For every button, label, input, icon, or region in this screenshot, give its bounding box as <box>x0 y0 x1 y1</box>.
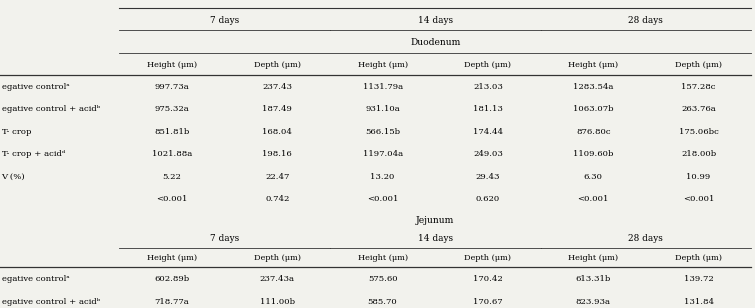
Text: 263.76a: 263.76a <box>681 105 716 113</box>
Text: egative controlᵃ: egative controlᵃ <box>2 275 69 283</box>
Text: <0.001: <0.001 <box>578 195 609 203</box>
Text: 5.22: 5.22 <box>162 173 181 181</box>
Text: Duodenum: Duodenum <box>410 38 461 47</box>
Text: 1109.60b: 1109.60b <box>573 150 614 158</box>
Text: 602.89b: 602.89b <box>154 275 190 283</box>
Text: 174.44: 174.44 <box>473 128 503 136</box>
Text: 7 days: 7 days <box>210 234 239 243</box>
Text: 131.84: 131.84 <box>683 298 713 306</box>
Text: 585.70: 585.70 <box>368 298 397 306</box>
Text: 187.49: 187.49 <box>262 105 292 113</box>
Text: 168.04: 168.04 <box>262 128 292 136</box>
Text: 181.13: 181.13 <box>473 105 503 113</box>
Text: 876.80c: 876.80c <box>576 128 611 136</box>
Text: Height (μm): Height (μm) <box>569 254 618 262</box>
Text: <0.001: <0.001 <box>367 195 399 203</box>
Text: 575.60: 575.60 <box>368 275 397 283</box>
Text: Height (μm): Height (μm) <box>358 254 408 262</box>
Text: egative controlᵃ: egative controlᵃ <box>2 83 69 91</box>
Text: 0.742: 0.742 <box>265 195 289 203</box>
Text: <0.001: <0.001 <box>156 195 188 203</box>
Text: Height (μm): Height (μm) <box>147 254 197 262</box>
Text: 851.81b: 851.81b <box>154 128 190 136</box>
Text: 1197.04a: 1197.04a <box>362 150 402 158</box>
Text: Depth (μm): Depth (μm) <box>464 254 511 262</box>
Text: 1131.79a: 1131.79a <box>362 83 402 91</box>
Text: Height (μm): Height (μm) <box>569 61 618 69</box>
Text: 1021.88a: 1021.88a <box>152 150 192 158</box>
Text: 0.620: 0.620 <box>476 195 500 203</box>
Text: 22.47: 22.47 <box>265 173 289 181</box>
Text: Depth (μm): Depth (μm) <box>464 61 511 69</box>
Text: 7 days: 7 days <box>210 16 239 25</box>
Text: 111.00b: 111.00b <box>260 298 295 306</box>
Text: 28 days: 28 days <box>628 234 664 243</box>
Text: 198.16: 198.16 <box>263 150 292 158</box>
Text: Depth (μm): Depth (μm) <box>254 254 300 262</box>
Text: Depth (μm): Depth (μm) <box>675 254 722 262</box>
Text: Depth (μm): Depth (μm) <box>254 61 300 69</box>
Text: 213.03: 213.03 <box>473 83 503 91</box>
Text: 613.31b: 613.31b <box>575 275 611 283</box>
Text: 237.43: 237.43 <box>262 83 292 91</box>
Text: <0.001: <0.001 <box>683 195 714 203</box>
Text: 170.42: 170.42 <box>473 275 503 283</box>
Text: 975.32a: 975.32a <box>155 105 190 113</box>
Text: Height (μm): Height (μm) <box>147 61 197 69</box>
Text: egative control + acidᵇ: egative control + acidᵇ <box>2 298 100 306</box>
Text: 249.03: 249.03 <box>473 150 503 158</box>
Text: 1283.54a: 1283.54a <box>573 83 613 91</box>
Text: 1063.07b: 1063.07b <box>573 105 614 113</box>
Text: 139.72: 139.72 <box>684 275 713 283</box>
Text: Height (μm): Height (μm) <box>358 61 408 69</box>
Text: 13.20: 13.20 <box>371 173 395 181</box>
Text: 29.43: 29.43 <box>476 173 500 181</box>
Text: Depth (μm): Depth (μm) <box>675 61 722 69</box>
Text: T- crop: T- crop <box>2 128 31 136</box>
Text: 218.00b: 218.00b <box>681 150 716 158</box>
Text: 14 days: 14 days <box>418 16 453 25</box>
Text: 931.10a: 931.10a <box>365 105 400 113</box>
Text: T- crop + acidᵈ: T- crop + acidᵈ <box>2 150 65 158</box>
Text: Jejunum: Jejunum <box>416 216 455 225</box>
Text: 14 days: 14 days <box>418 234 453 243</box>
Text: 6.30: 6.30 <box>584 173 602 181</box>
Text: 237.43a: 237.43a <box>260 275 294 283</box>
Text: V (%): V (%) <box>2 173 25 181</box>
Text: 10.99: 10.99 <box>686 173 710 181</box>
Text: egative control + acidᵇ: egative control + acidᵇ <box>2 105 100 113</box>
Text: 997.73a: 997.73a <box>155 83 190 91</box>
Text: 823.93a: 823.93a <box>576 298 611 306</box>
Text: 175.06bc: 175.06bc <box>679 128 719 136</box>
Text: 157.28c: 157.28c <box>681 83 716 91</box>
Text: 28 days: 28 days <box>628 16 664 25</box>
Text: 718.77a: 718.77a <box>155 298 190 306</box>
Text: 566.15b: 566.15b <box>365 128 400 136</box>
Text: 170.67: 170.67 <box>473 298 503 306</box>
